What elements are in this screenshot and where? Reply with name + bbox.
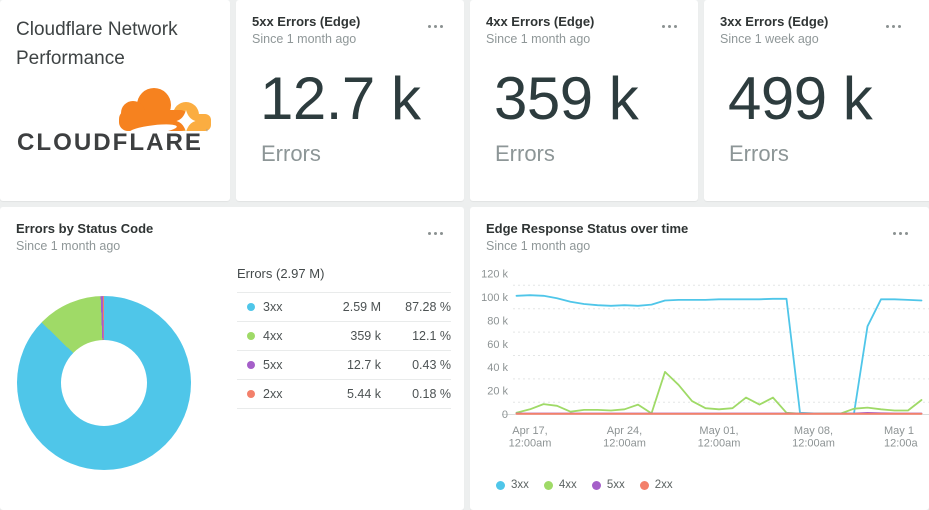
x-axis-label: 12:00am [792, 438, 835, 450]
card-title: Edge Response Status over time [486, 221, 689, 236]
pie-table-row[interactable]: 2xx 5.44 k 0.18 % [237, 379, 451, 409]
x-axis-label: 12:00am [698, 438, 741, 450]
card-menu-button[interactable] [424, 21, 447, 32]
edge-response-status-card: Edge Response Status over time Since 1 m… [470, 207, 929, 510]
page-title: Cloudflare Network Performance [16, 19, 178, 69]
stat-card-4xx: 4xx Errors (Edge) Since 1 month ago 359 … [470, 0, 698, 201]
series-percent: 12.1 % [412, 329, 451, 343]
card-subtitle: Since 1 month ago [252, 32, 357, 46]
dashboard-title-card: Cloudflare Network Performance CLOUDFLAR… [0, 0, 230, 201]
x-axis-label: May 1 [884, 425, 914, 437]
series-value: 2.59 M [342, 300, 381, 314]
x-axis-label: Apr 24, [607, 425, 642, 437]
card-menu-button[interactable] [882, 21, 905, 32]
card-subtitle: Since 1 month ago [16, 239, 121, 253]
pie-table-row[interactable]: 3xx 2.59 M 87.28 % [237, 292, 451, 321]
series-color-dot [247, 390, 255, 398]
pie-legend-table: Errors (2.97 M) 3xx 2.59 M 87.28 % 4xx 3… [237, 261, 451, 409]
stat-caption: Errors [495, 141, 555, 166]
x-axis-label: May 08, [794, 425, 833, 437]
pie-table-header: Errors (2.97 M) [237, 266, 325, 281]
card-subtitle: Since 1 month ago [486, 32, 591, 46]
y-axis-label: 80 k [487, 315, 508, 327]
series-percent: 87.28 % [405, 300, 451, 314]
y-axis-label: 20 k [487, 386, 508, 398]
cloudflare-logo: CLOUDFLARE ' [16, 84, 214, 156]
stat-value: 359 k [494, 65, 639, 132]
legend-item-3xx[interactable]: 3xx [496, 479, 529, 491]
series-value: 5.44 k [346, 387, 381, 401]
stat-value: 499 k [728, 65, 873, 132]
stat-caption: Errors [729, 141, 789, 166]
legend-item-2xx[interactable]: 2xx [639, 479, 673, 491]
x-axis-label: 12:00am [603, 438, 646, 450]
series-value: 359 k [350, 329, 381, 343]
series-label: 4xx [237, 329, 309, 343]
y-axis-label: 100 k [481, 292, 508, 304]
series-line-4xx [515, 371, 923, 415]
series-label: 3xx [237, 300, 309, 314]
x-axis-label: Apr 17, [512, 425, 547, 437]
ellipsis-icon [428, 232, 431, 235]
card-menu-button[interactable] [889, 228, 912, 239]
ellipsis-icon [886, 25, 889, 28]
series-color-dot [591, 480, 601, 490]
series-color-dot [543, 480, 553, 490]
series-percent: 0.43 % [412, 358, 451, 372]
series-color-dot [247, 303, 255, 311]
stat-card-3xx: 3xx Errors (Edge) Since 1 week ago 499 k… [704, 0, 929, 201]
errors-by-status-card: Errors by Status Code Since 1 month ago … [0, 207, 464, 510]
card-menu-button[interactable] [424, 228, 447, 239]
x-axis-label: 12:00am [509, 438, 552, 450]
ellipsis-icon [662, 25, 665, 28]
ellipsis-icon [893, 232, 896, 235]
series-percent: 0.18 % [412, 387, 451, 401]
series-color-dot [496, 480, 505, 490]
cloudflare-cloud-icon [119, 88, 211, 135]
card-title: 3xx Errors (Edge) [720, 14, 829, 29]
series-color-dot [247, 332, 255, 340]
series-line-3xx [515, 294, 923, 415]
stat-card-5xx: 5xx Errors (Edge) Since 1 month ago 12.7… [236, 0, 464, 201]
card-subtitle: Since 1 week ago [720, 32, 819, 46]
y-axis-label: 120 k [481, 269, 508, 281]
stat-caption: Errors [261, 141, 321, 166]
series-label: 2xx [237, 387, 309, 401]
series-value: 12.7 k [346, 358, 381, 372]
card-title: Errors by Status Code [16, 221, 154, 236]
y-axis-label: 0 [502, 409, 508, 421]
pie-table-row[interactable]: 4xx 359 k 12.1 % [237, 321, 451, 350]
chart-legend: 3xx 4xx 5xx 2xx [496, 479, 673, 491]
y-axis-label: 40 k [487, 362, 508, 374]
donut-chart[interactable] [17, 296, 191, 470]
legend-item-4xx[interactable]: 4xx [543, 479, 577, 491]
card-menu-button[interactable] [658, 21, 681, 32]
cloudflare-wordmark: CLOUDFLARE [17, 129, 203, 156]
card-subtitle: Since 1 month ago [486, 239, 591, 253]
pie-table-row[interactable]: 5xx 12.7 k 0.43 % [237, 350, 451, 379]
stat-value: 12.7 k [260, 65, 421, 132]
series-color-dot [639, 480, 649, 490]
legend-item-5xx[interactable]: 5xx [591, 479, 625, 491]
card-title: 4xx Errors (Edge) [486, 14, 595, 29]
y-axis-label: 60 k [487, 339, 508, 351]
card-title: 5xx Errors (Edge) [252, 14, 361, 29]
trademark-tick: ' [206, 128, 208, 139]
series-color-dot [247, 361, 255, 369]
x-axis-label: May 01, [699, 425, 738, 437]
x-axis-label: 12:00a [884, 438, 919, 450]
series-label: 5xx [237, 358, 309, 372]
ellipsis-icon [428, 25, 431, 28]
